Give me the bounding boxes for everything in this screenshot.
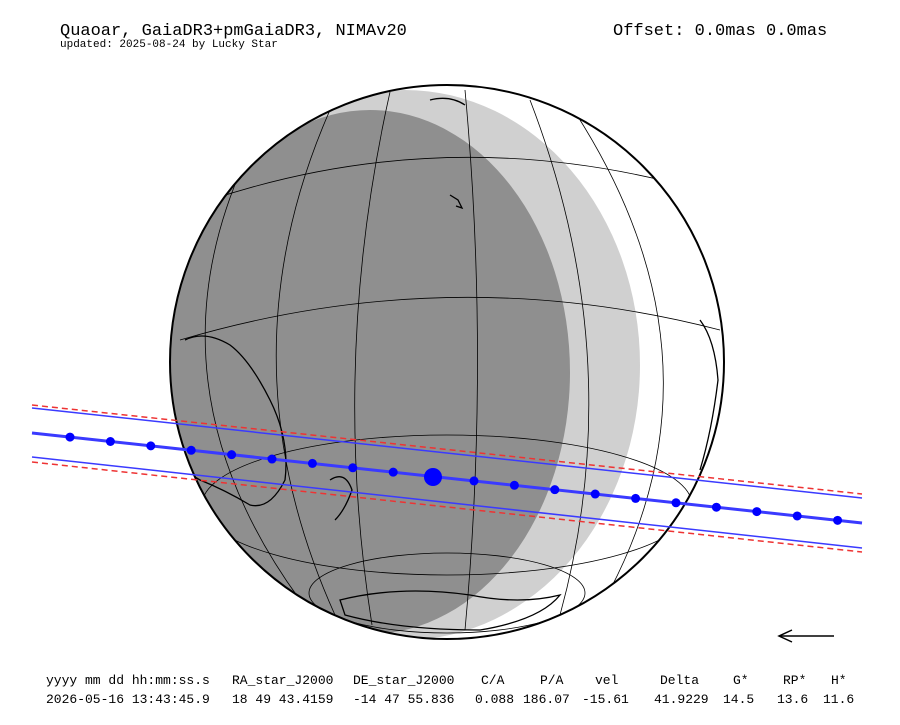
table-cell: 2026-05-16 13:43:45.9 — [46, 692, 210, 707]
table-cell: -15.61 — [582, 692, 629, 707]
table-cell: 14.5 — [723, 692, 754, 707]
path-dot — [388, 467, 398, 477]
path-dot — [227, 450, 237, 460]
path-dot — [711, 502, 721, 512]
table-cell: 11.6 — [823, 692, 854, 707]
title: Quaoar, GaiaDR3+pmGaiaDR3, NIMAv20 — [60, 22, 407, 41]
column-header: RA_star_J2000 — [232, 673, 333, 688]
path-dot — [550, 485, 560, 495]
path-dot — [671, 498, 681, 508]
table-cell: 18 49 43.4159 — [232, 692, 333, 707]
column-header: C/A — [481, 673, 505, 688]
updated: updated: 2025-08-24 by Lucky Star — [60, 39, 278, 51]
event-table: yyyy mm dd hh:mm:ss.s RA_star_J2000 DE_sta… — [46, 673, 854, 707]
path-dot — [752, 507, 762, 517]
table-cell: 186.07 — [523, 692, 570, 707]
path-dot — [307, 458, 317, 468]
path-dot — [105, 436, 115, 446]
path-dot — [348, 463, 358, 473]
column-header: G* — [733, 673, 749, 688]
column-header: P/A — [540, 673, 564, 688]
table-cell: -14 47 55.836 — [353, 692, 454, 707]
column-header: yyyy mm dd hh:mm:ss.s — [46, 673, 210, 688]
offset: Offset: 0.0mas 0.0mas — [613, 22, 827, 41]
path-dot — [631, 493, 641, 503]
column-header: DE_star_J2000 — [353, 673, 454, 688]
globe — [169, 84, 725, 640]
path-dot — [186, 445, 196, 455]
path-dot — [469, 476, 479, 486]
table-cell: 41.9229 — [654, 692, 709, 707]
table-cell: 13.6 — [777, 692, 808, 707]
path-dot — [65, 432, 75, 442]
path-dot — [267, 454, 277, 464]
column-header: vel — [595, 673, 619, 688]
column-header: RP* — [783, 673, 806, 688]
direction-arrow — [777, 629, 834, 643]
column-header: H* — [831, 673, 847, 688]
table-cell: 0.088 — [475, 692, 514, 707]
column-header: Delta — [660, 673, 699, 688]
path-dot — [792, 511, 802, 521]
path-dot — [833, 515, 843, 525]
shadow-path — [31, 404, 863, 553]
path-dot — [146, 441, 156, 451]
path-dot — [590, 489, 600, 499]
path-dot — [509, 480, 519, 490]
